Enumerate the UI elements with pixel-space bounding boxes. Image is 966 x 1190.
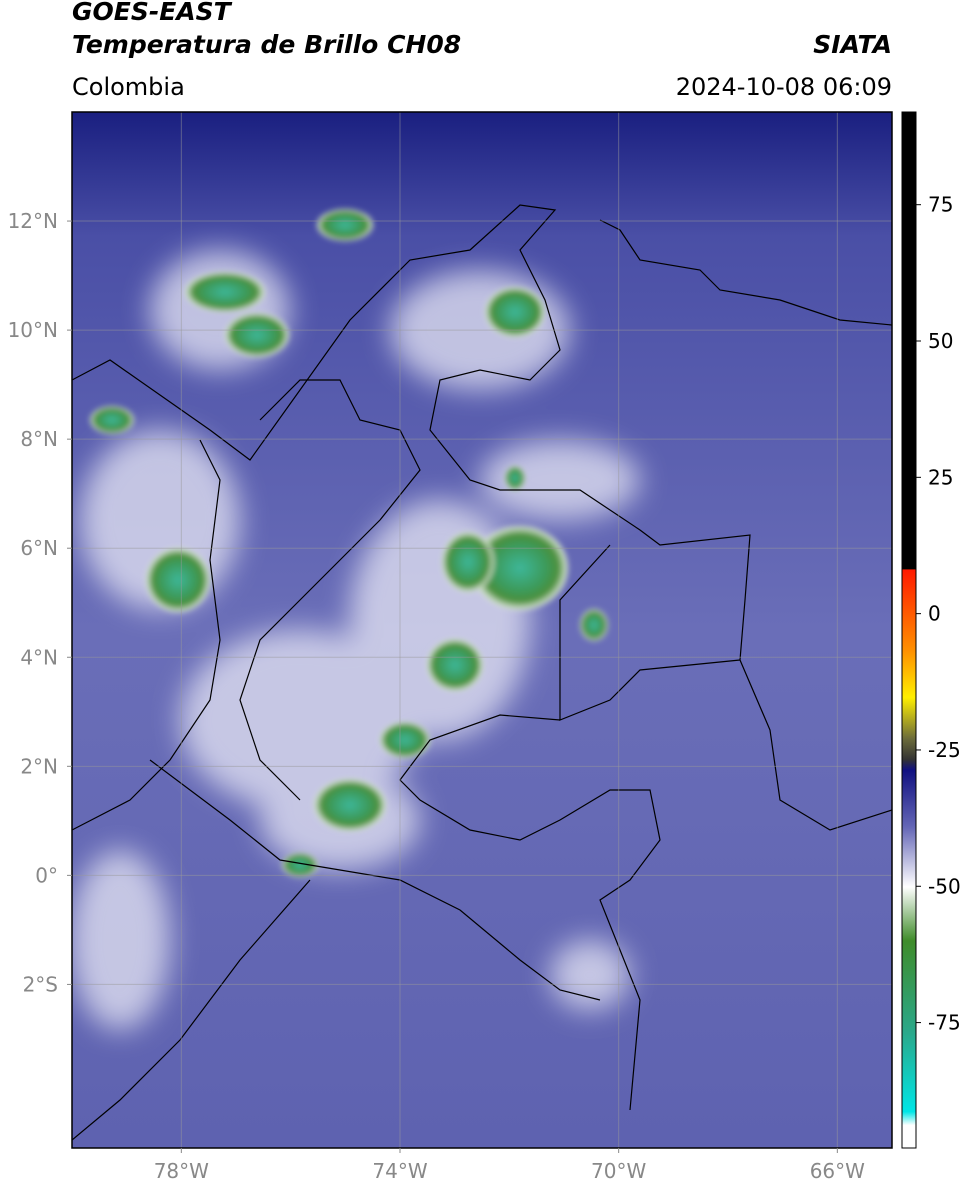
- satellite-image: [72, 112, 892, 1148]
- x-tick-label: 78°W: [154, 1159, 209, 1183]
- region: Colombia: [72, 73, 185, 101]
- colorbar-tick-label: -75: [928, 1011, 961, 1035]
- colorbar-tick-label: -25: [928, 738, 961, 762]
- title: GOES-EAST: [72, 0, 233, 26]
- y-tick-label: 2°N: [20, 754, 58, 778]
- y-tick-label: 12°N: [8, 209, 58, 233]
- grid: [72, 112, 892, 1148]
- title: Temperatura de Brillo CH08: [72, 30, 461, 59]
- colorbar-tick-label: 75: [928, 193, 953, 217]
- map-frame: [71, 111, 893, 1149]
- y-tick-label: 2°S: [23, 972, 58, 996]
- colorbar-tick-label: -50: [928, 874, 961, 898]
- y-tick-label: 4°N: [20, 645, 58, 669]
- colorbar-tick-label: 25: [928, 465, 953, 489]
- datetime: 2024-10-08 06:09: [676, 73, 892, 101]
- colorbar: [901, 111, 917, 1149]
- x-tick-label: 74°W: [372, 1159, 427, 1183]
- x-tick-label: 70°W: [591, 1159, 646, 1183]
- y-tick-label: 0°: [35, 863, 58, 887]
- x-tick-label: 66°W: [810, 1159, 865, 1183]
- y-tick-label: 10°N: [8, 318, 58, 342]
- y-tick-label: 6°N: [20, 536, 58, 560]
- colorbar-tick-label: 50: [928, 329, 953, 353]
- y-tick-label: 8°N: [20, 427, 58, 451]
- colorbar-tick-label: 0: [928, 602, 941, 626]
- source: SIATA: [813, 30, 892, 59]
